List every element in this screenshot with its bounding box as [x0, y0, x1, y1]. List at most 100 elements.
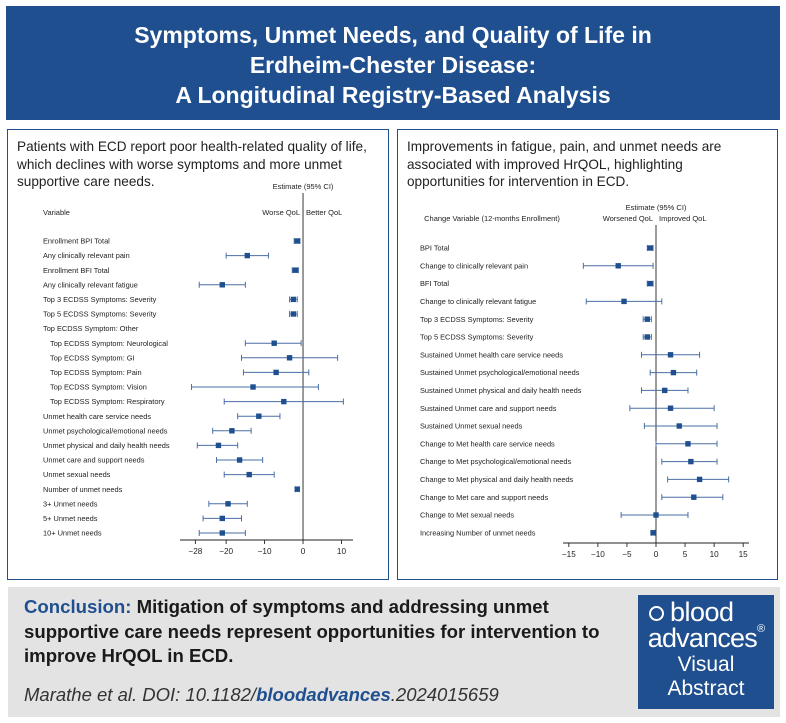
- conclusion-body: Mitigation of symptoms and addressing un…: [24, 596, 600, 666]
- x-tick-label: −5: [622, 550, 632, 559]
- row-label: Enrollment BFI Total: [43, 266, 110, 275]
- estimate-marker: [250, 384, 256, 390]
- logo-drop-icon: [649, 606, 664, 621]
- right-summary-line-3: opportunities for intervention in ECD.: [407, 174, 630, 189]
- worse-qol-label: Worsened QoL: [603, 214, 653, 223]
- estimate-marker: [615, 263, 621, 269]
- title-line-2: Erdheim-Chester Disease:: [249, 52, 537, 78]
- left-summary-line-3: supportive care needs.: [17, 174, 155, 189]
- row-label: Change to Met psychological/emotional ne…: [420, 457, 571, 466]
- estimate-marker: [281, 398, 287, 405]
- row-label: 10+ Unmet needs: [43, 529, 102, 538]
- row-label: Top 3 ECDSS Symptoms: Severity: [420, 315, 534, 324]
- estimate-header: Estimate (95% CI): [273, 182, 334, 191]
- conclusion-band: Conclusion: Mitigation of symptoms and a…: [8, 587, 780, 717]
- row-label: Top 3 ECDSS Symptoms: Severity: [43, 295, 157, 304]
- row-label: Any clinically relevant pain: [43, 251, 130, 260]
- x-tick-label: 15: [739, 550, 749, 559]
- row-label: Unmet psychological/emotional needs: [43, 426, 168, 435]
- better-qol-label: Better QoL: [306, 208, 342, 217]
- row-label: 5+ Unmet needs: [43, 514, 98, 523]
- row-label: Any clinically relevant fatigue: [43, 280, 138, 289]
- row-label: Top ECDSS Symptom: Respiratory: [50, 397, 165, 406]
- estimate-marker: [696, 476, 703, 483]
- estimate-marker: [662, 387, 668, 394]
- estimate-marker: [294, 486, 300, 492]
- estimate-marker: [647, 280, 653, 287]
- row-label: BFI Total: [420, 279, 449, 288]
- x-tick-label: 0: [654, 550, 659, 559]
- citation-prefix: Marathe et al. DOI: 10.1182/: [24, 684, 257, 705]
- row-label: Sustained Unmet care and support needs: [420, 404, 557, 413]
- row-label: Unmet physical and daily health needs: [43, 441, 170, 450]
- estimate-header: Estimate (95% CI): [626, 203, 687, 212]
- row-label: Unmet health care service needs: [43, 412, 151, 421]
- row-label: Unmet sexual needs: [43, 470, 111, 479]
- estimate-marker: [219, 530, 225, 536]
- row-label: Unmet care and support needs: [43, 456, 145, 465]
- variable-column-header: Variable: [43, 208, 70, 217]
- citation-journal: bloodadvances: [256, 684, 391, 705]
- x-tick-label: −28: [188, 547, 202, 556]
- right-panel-summary: Improvements in fatigue, pain, and unmet…: [407, 138, 721, 191]
- row-label: 3+ Unmet needs: [43, 499, 98, 508]
- row-label: Top ECDSS Symptom: Pain: [50, 368, 142, 377]
- row-label: Change to Met sexual needs: [420, 511, 514, 520]
- x-tick-label: 0: [301, 547, 306, 556]
- title-banner: Symptoms, Unmet Needs, and Quality of Li…: [6, 6, 780, 120]
- right-summary-line-1: Improvements in fatigue, pain, and unmet…: [407, 139, 722, 154]
- estimate-marker: [246, 471, 252, 478]
- x-tick-label: 10: [337, 547, 347, 556]
- estimate-marker: [244, 252, 250, 259]
- logo-word-advances-text: advances: [647, 623, 758, 653]
- row-label: BPI Total: [420, 244, 450, 253]
- row-label: Sustained Unmet sexual needs: [420, 422, 523, 431]
- estimate-marker: [650, 530, 656, 536]
- estimate-marker: [667, 352, 674, 358]
- logo-word-abstract: Abstract: [667, 677, 745, 700]
- estimate-marker: [290, 311, 297, 317]
- logo-word-blood: blood: [670, 597, 734, 627]
- left-forest-plot: Estimate (95% CI) Worse QoL Better QoL Vari…: [43, 182, 353, 556]
- title-line-1: Symptoms, Unmet Needs, and Quality of Li…: [134, 22, 652, 48]
- variable-column-header: Change Variable (12-months Enrollment): [424, 214, 560, 223]
- left-summary-line-2: which declines with worse symptoms and m…: [17, 156, 342, 172]
- row-label: Sustained Unmet psychological/emotional …: [420, 368, 580, 377]
- row-label: Top 5 ECDSS Symptoms: Severity: [420, 333, 534, 342]
- conclusion-label: Conclusion:: [24, 596, 132, 617]
- row-label: Number of unmet needs: [43, 485, 123, 494]
- x-tick-label: 5: [683, 550, 688, 559]
- title-line-3: A Longitudinal Registry-Based Analysis: [175, 82, 611, 108]
- row-label: Change to Met care and support needs: [420, 493, 548, 502]
- row-label: Top ECDSS Symptom: Vision: [50, 383, 147, 392]
- estimate-marker: [653, 512, 659, 518]
- row-label: Increasing Number of unmet needs: [420, 528, 536, 537]
- row-label: Sustained Unmet health care service need…: [420, 350, 563, 359]
- estimate-marker: [670, 369, 677, 376]
- row-label: Top ECDSS Symptom: Other: [43, 324, 139, 333]
- estimate-marker: [647, 245, 653, 251]
- estimate-marker: [691, 494, 697, 500]
- estimate-marker: [644, 316, 650, 322]
- left-panel: Patients with ECD report poor health-rel…: [7, 129, 389, 580]
- x-tick-label: −20: [219, 547, 233, 556]
- estimate-marker: [256, 413, 262, 419]
- row-label: Change to Met physical and daily health …: [420, 475, 574, 484]
- x-tick-label: −15: [562, 550, 576, 559]
- estimate-marker: [229, 428, 235, 434]
- row-label: Top 5 ECDSS Symptoms: Severity: [43, 310, 157, 319]
- row-label: Change to clinically relevant fatigue: [420, 297, 536, 306]
- logo-reg-mark: ®: [756, 623, 765, 635]
- row-label: Top ECDSS Symptom: GI: [50, 353, 135, 362]
- row-label: Sustained Unmet physical and daily healt…: [420, 386, 582, 395]
- x-tick-label: 10: [710, 550, 720, 559]
- left-panel-summary: Patients with ECD report poor health-rel…: [17, 138, 367, 191]
- left-summary-line-1: Patients with ECD report poor health-rel…: [17, 139, 367, 154]
- estimate-marker: [621, 298, 627, 305]
- x-tick-label: −10: [591, 550, 605, 559]
- conclusion-text: Conclusion: Mitigation of symptoms and a…: [24, 595, 624, 669]
- right-panel: Improvements in fatigue, pain, and unmet…: [397, 129, 778, 580]
- estimate-marker: [219, 515, 225, 522]
- estimate-marker: [685, 441, 691, 447]
- estimate-marker: [644, 334, 650, 340]
